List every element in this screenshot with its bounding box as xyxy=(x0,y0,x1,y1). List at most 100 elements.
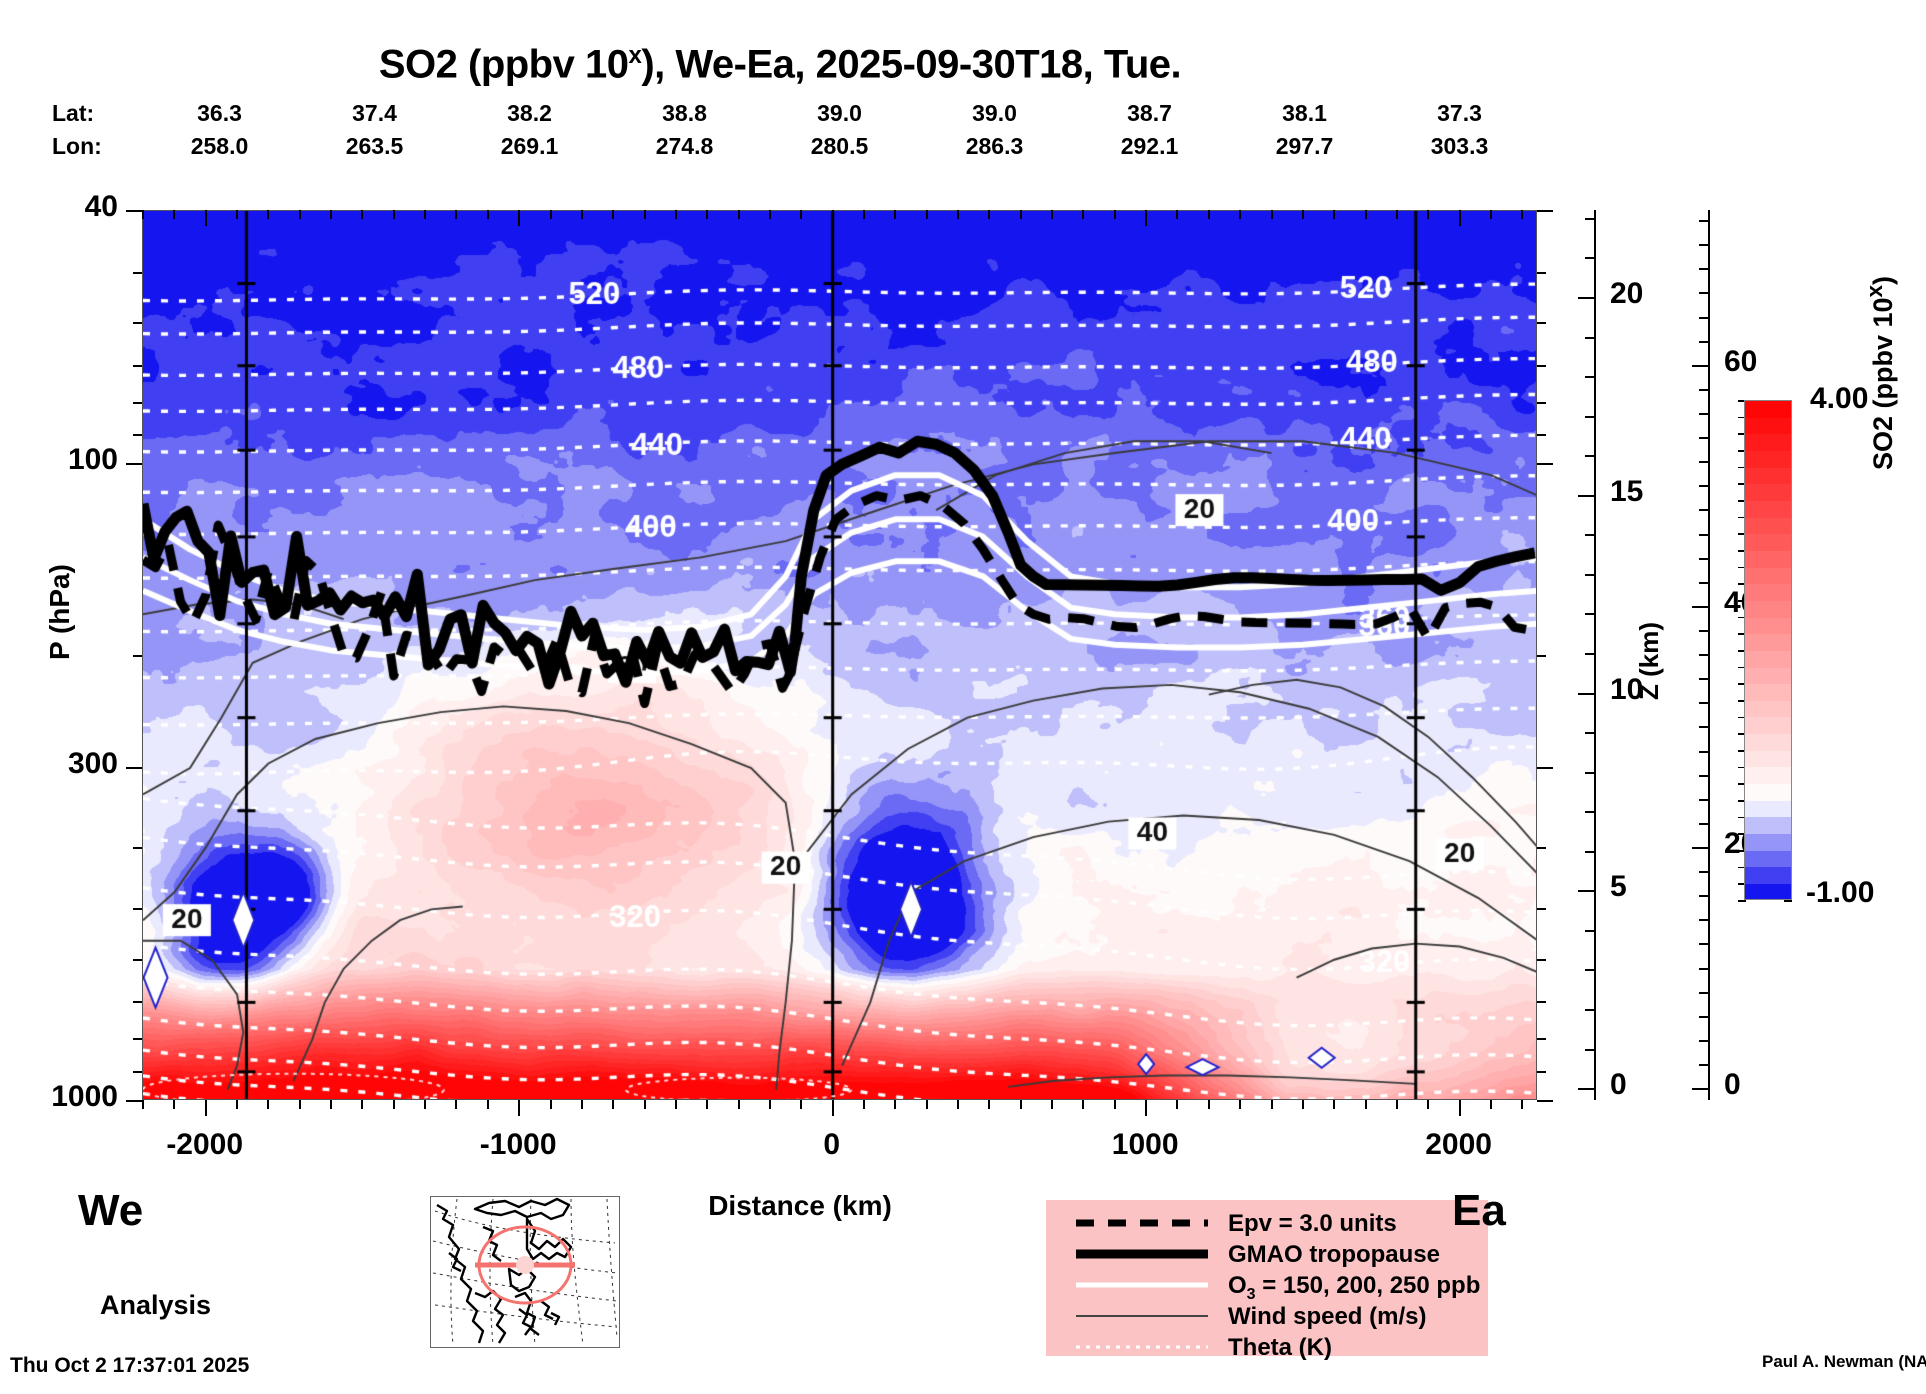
p-tick xyxy=(133,846,142,849)
lat-value: 37.3 xyxy=(1437,100,1482,126)
lon-value: 258.0 xyxy=(190,133,249,159)
z-kft-tick xyxy=(1699,871,1708,874)
colorbar-max-label: 4.00 xyxy=(1810,382,1869,415)
x-tick xyxy=(612,1100,615,1109)
p-tick-right xyxy=(1537,1100,1553,1102)
p-tick xyxy=(133,1070,142,1073)
lon-value: 292.1 xyxy=(1120,133,1179,159)
lon-value: 263.5 xyxy=(345,133,404,159)
z-kft-tick xyxy=(1699,437,1708,440)
x-tick xyxy=(800,1100,803,1109)
x-tick-label: 1000 xyxy=(1111,1128,1179,1161)
transect-center-marker xyxy=(516,1256,534,1274)
x-tick xyxy=(298,1100,301,1109)
p-tick-right xyxy=(1537,271,1546,274)
z-kft-tick xyxy=(1692,605,1708,608)
lon-value: 274.8 xyxy=(655,133,714,159)
p-tick-label: 40 xyxy=(84,190,118,223)
z-kft-tick xyxy=(1699,774,1708,777)
x-tick xyxy=(988,1100,991,1109)
cross-section-plot[interactable] xyxy=(142,210,1537,1100)
z-km-tick xyxy=(1585,1048,1594,1051)
p-tick-right xyxy=(1537,655,1546,657)
colorbar-band xyxy=(1745,800,1791,818)
x-tick-label: -1000 xyxy=(479,1128,557,1161)
x-tick xyxy=(1270,1100,1273,1109)
x-tick xyxy=(267,1100,270,1109)
inset-map-svg xyxy=(432,1197,618,1346)
legend-item[interactable]: Theta (K) xyxy=(1046,1332,1488,1363)
x-tick xyxy=(643,1100,646,1109)
legend-item[interactable]: GMAO tropopause xyxy=(1046,1239,1488,1270)
z-kft-tick xyxy=(1692,847,1708,849)
colorbar-band xyxy=(1745,634,1791,651)
z-km-tick xyxy=(1585,455,1594,458)
colorbar-band xyxy=(1745,500,1791,518)
x-tick xyxy=(1113,1100,1116,1109)
colorbar-band xyxy=(1745,417,1791,435)
lat-value: 36.3 xyxy=(197,100,242,126)
colorbar-title: SO2 (ppbv 10x) xyxy=(1862,276,1899,470)
p-tick xyxy=(133,364,142,367)
z-km-tick xyxy=(1585,534,1594,537)
colorbar-band xyxy=(1745,467,1791,485)
colorbar-band xyxy=(1745,734,1791,751)
z-km-tick xyxy=(1585,613,1594,616)
z-kft-tick xyxy=(1699,316,1708,319)
x-tick xyxy=(330,1100,333,1109)
x-tick xyxy=(894,1100,897,1109)
p-tick xyxy=(133,401,142,404)
z-kft-tick xyxy=(1699,1064,1708,1067)
x-tick xyxy=(1489,1100,1492,1109)
legend-item[interactable]: O3 = 150, 200, 250 ppb xyxy=(1046,1270,1488,1303)
p-tick xyxy=(126,463,142,466)
z-kft-tick xyxy=(1699,654,1708,657)
z-km-tick xyxy=(1585,573,1594,576)
title-rest: ), We-Ea, 2025-09-30T18, Tue. xyxy=(641,42,1182,87)
legend-item-label: Epv = 3.0 units xyxy=(1228,1210,1397,1237)
z-km-axis-line xyxy=(1594,210,1596,1100)
z-km-tick-label: 5 xyxy=(1610,870,1627,904)
p-tick-right xyxy=(1537,401,1546,404)
legend-item-label: Theta (K) xyxy=(1228,1334,1332,1361)
z-kft-tick xyxy=(1699,557,1708,560)
legend-box[interactable]: Epv = 3.0 units GMAO tropopause O3 = 150, … xyxy=(1046,1200,1488,1361)
x-tick-label: 0 xyxy=(823,1128,840,1161)
x-tick xyxy=(925,1100,928,1109)
x-tick xyxy=(1082,1100,1085,1109)
x-tick xyxy=(1301,1100,1304,1109)
longitude-track-row: Lon: 258.0 263.5 269.1 274.8 280.5 286.3 292.1 2… xyxy=(0,133,1560,161)
z-kft-tick xyxy=(1699,485,1708,488)
z-kft-tick xyxy=(1699,895,1708,898)
legend-item[interactable]: Wind speed (m/s) xyxy=(1046,1301,1488,1332)
p-tick xyxy=(133,655,142,657)
p-tick-right xyxy=(1537,908,1546,911)
x-tick xyxy=(1458,1100,1461,1116)
lat-value: 38.1 xyxy=(1282,100,1327,126)
lon-value: 269.1 xyxy=(500,133,559,159)
legend-item[interactable]: Epv = 3.0 units xyxy=(1046,1208,1488,1239)
legend-item-label: GMAO tropopause xyxy=(1228,1241,1441,1268)
colorbar[interactable] xyxy=(1744,400,1792,900)
p-tick xyxy=(126,767,142,770)
z-kft-tick xyxy=(1699,629,1708,632)
z-kft-tick xyxy=(1699,678,1708,681)
legend-swatch-solid-thin xyxy=(1074,1301,1210,1332)
latitude-track-row: Lat: 36.3 37.4 38.2 38.8 39.0 39.0 38.7 38.1 37.3 xyxy=(0,100,1560,128)
z-km-tick-label: 20 xyxy=(1610,277,1644,311)
x-tick xyxy=(455,1100,458,1109)
colorbar-band xyxy=(1745,784,1791,801)
x-tick xyxy=(1176,1100,1179,1109)
p-tick-right xyxy=(1537,463,1553,466)
colorbar-title-main: SO2 (ppbv 10 xyxy=(1868,297,1898,470)
lat-value: 38.7 xyxy=(1127,100,1172,126)
z-km-tick xyxy=(1585,771,1594,774)
colorbar-band xyxy=(1745,517,1791,535)
location-inset-map[interactable] xyxy=(430,1196,620,1348)
colorbar-band xyxy=(1745,484,1791,501)
z-kft-tick xyxy=(1699,533,1708,536)
colorbar-band xyxy=(1745,850,1791,868)
lat-value: 39.0 xyxy=(972,100,1017,126)
z-km-tick xyxy=(1578,494,1594,497)
colorbar-band xyxy=(1745,600,1791,618)
